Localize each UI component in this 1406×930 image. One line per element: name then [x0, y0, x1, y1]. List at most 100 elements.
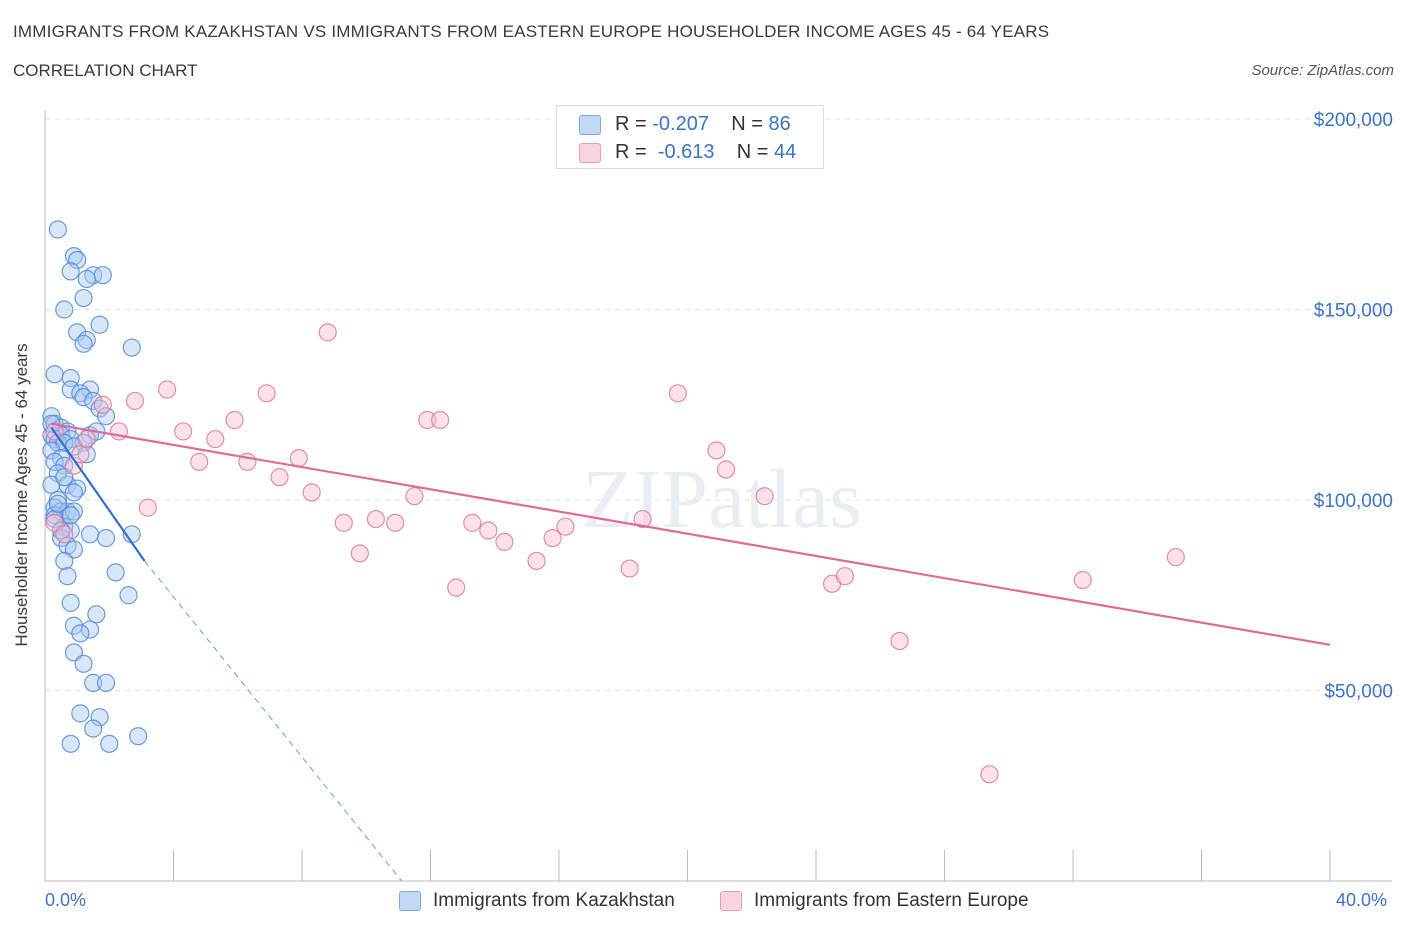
point-kazakhstan: [71, 624, 90, 643]
point-kazakhstan: [61, 734, 80, 753]
point-eastern-europe: [366, 509, 385, 529]
point-kazakhstan: [84, 391, 103, 411]
trend-lines: [50, 422, 1331, 882]
bottom-legend-swatch-eastern-europe: [720, 891, 742, 911]
point-eastern-europe: [620, 559, 639, 578]
point-kazakhstan: [77, 445, 96, 464]
point-eastern-europe: [418, 410, 437, 430]
y-tick-label: $50,000: [1324, 682, 1393, 703]
point-kazakhstan: [80, 525, 100, 544]
legend-swatch-kazakhstan: [579, 114, 601, 135]
point-eastern-europe: [890, 631, 909, 651]
point-kazakhstan: [77, 269, 96, 289]
legend-row-kazakhstan: R = -0.207 N = 86: [579, 113, 791, 136]
point-kazakhstan: [45, 365, 64, 384]
point-eastern-europe: [556, 517, 575, 536]
point-kazakhstan: [119, 586, 138, 605]
point-eastern-europe: [157, 380, 177, 399]
point-kazakhstan: [122, 338, 141, 357]
point-eastern-europe: [1166, 548, 1185, 567]
point-kazakhstan: [87, 605, 106, 624]
legend-r-value: -0.613: [657, 141, 715, 163]
point-eastern-europe: [527, 551, 546, 571]
point-eastern-europe: [405, 487, 424, 506]
point-eastern-europe: [302, 483, 321, 502]
point-eastern-europe: [447, 578, 466, 597]
point-kazakhstan: [96, 673, 116, 692]
point-kazakhstan: [129, 727, 148, 746]
point-eastern-europe: [174, 422, 193, 441]
legend-n-label: N =: [736, 141, 769, 163]
point-kazakhstan: [48, 494, 67, 513]
point-kazakhstan: [58, 567, 77, 586]
point-eastern-europe: [386, 513, 405, 532]
point-kazakhstan: [74, 334, 93, 353]
legend-r-label: R =: [615, 141, 647, 163]
series-eastern-europe: [45, 323, 1185, 784]
point-eastern-europe: [71, 445, 90, 464]
point-kazakhstan: [74, 288, 93, 308]
point-kazakhstan: [45, 452, 64, 471]
point-eastern-europe: [479, 521, 498, 540]
point-eastern-europe: [755, 487, 774, 506]
point-kazakhstan: [68, 250, 87, 270]
point-eastern-europe: [318, 323, 337, 342]
legend-row-eastern-europe: R = -0.613 N = 44: [579, 141, 796, 164]
point-eastern-europe: [431, 410, 450, 430]
point-eastern-europe: [257, 384, 276, 403]
trend-line-eastern-europe: [51, 422, 1331, 646]
point-kazakhstan: [64, 483, 84, 502]
point-kazakhstan: [55, 551, 74, 571]
bottom-legend-label-kazakhstan: Immigrants from Kazakhstan: [433, 890, 675, 911]
point-kazakhstan: [42, 441, 61, 460]
point-kazakhstan: [100, 734, 119, 753]
legend-swatch-eastern-europe: [579, 142, 601, 163]
y-axis-label: Householder Income Ages 45 - 64 years: [12, 343, 31, 647]
point-eastern-europe: [980, 765, 999, 784]
point-eastern-europe: [206, 429, 225, 449]
chart-title: IMMIGRANTS FROM KAZAKHSTAN VS IMMIGRANTS…: [13, 22, 1050, 41]
point-kazakhstan: [61, 506, 80, 525]
point-eastern-europe: [77, 429, 96, 449]
x-tick-max: 40.0%: [1336, 890, 1388, 910]
point-eastern-europe: [716, 460, 736, 479]
point-kazakhstan: [96, 407, 116, 426]
y-tick-label: $150,000: [1314, 301, 1393, 322]
y-tick-label: $200,000: [1314, 110, 1393, 131]
point-eastern-europe: [668, 384, 687, 403]
y-tick-labels: $50,000 $100,000 $150,000 $200,000: [1314, 110, 1393, 703]
point-eastern-europe: [190, 452, 209, 471]
point-eastern-europe: [225, 410, 244, 430]
legend-r-label: R =: [615, 113, 647, 135]
watermark: ZIPatlas: [582, 453, 862, 546]
point-kazakhstan: [71, 704, 90, 723]
point-eastern-europe: [543, 528, 562, 548]
point-eastern-europe: [350, 544, 369, 563]
legend-n-value: 86: [768, 113, 791, 135]
point-eastern-europe: [835, 567, 855, 586]
point-kazakhstan: [90, 708, 109, 727]
point-kazakhstan: [61, 262, 80, 281]
point-kazakhstan: [61, 593, 80, 612]
point-eastern-europe: [93, 395, 112, 414]
x-tick-min: 0.0%: [45, 890, 87, 910]
bottom-legend-label-eastern-europe: Immigrants from Eastern Europe: [754, 890, 1029, 911]
legend-n-value: 44: [774, 141, 797, 163]
axes: [44, 110, 1392, 882]
point-kazakhstan: [84, 719, 103, 738]
gridlines: [45, 118, 1392, 691]
point-eastern-europe: [1073, 570, 1092, 590]
point-kazakhstan: [80, 380, 100, 399]
series-kazakhstan: [42, 220, 148, 753]
point-eastern-europe: [495, 532, 514, 552]
point-kazakhstan: [90, 315, 109, 334]
point-eastern-europe: [55, 525, 74, 544]
point-kazakhstan: [74, 388, 93, 407]
point-eastern-europe: [138, 498, 157, 517]
point-eastern-europe: [289, 448, 308, 468]
bottom-legend-kazakhstan: Immigrants from Kazakhstan: [399, 890, 675, 912]
watermark-text: ZIPatlas: [582, 453, 862, 546]
source-credit: Source: ZipAtlas.com: [1251, 62, 1394, 79]
point-eastern-europe: [270, 468, 289, 487]
